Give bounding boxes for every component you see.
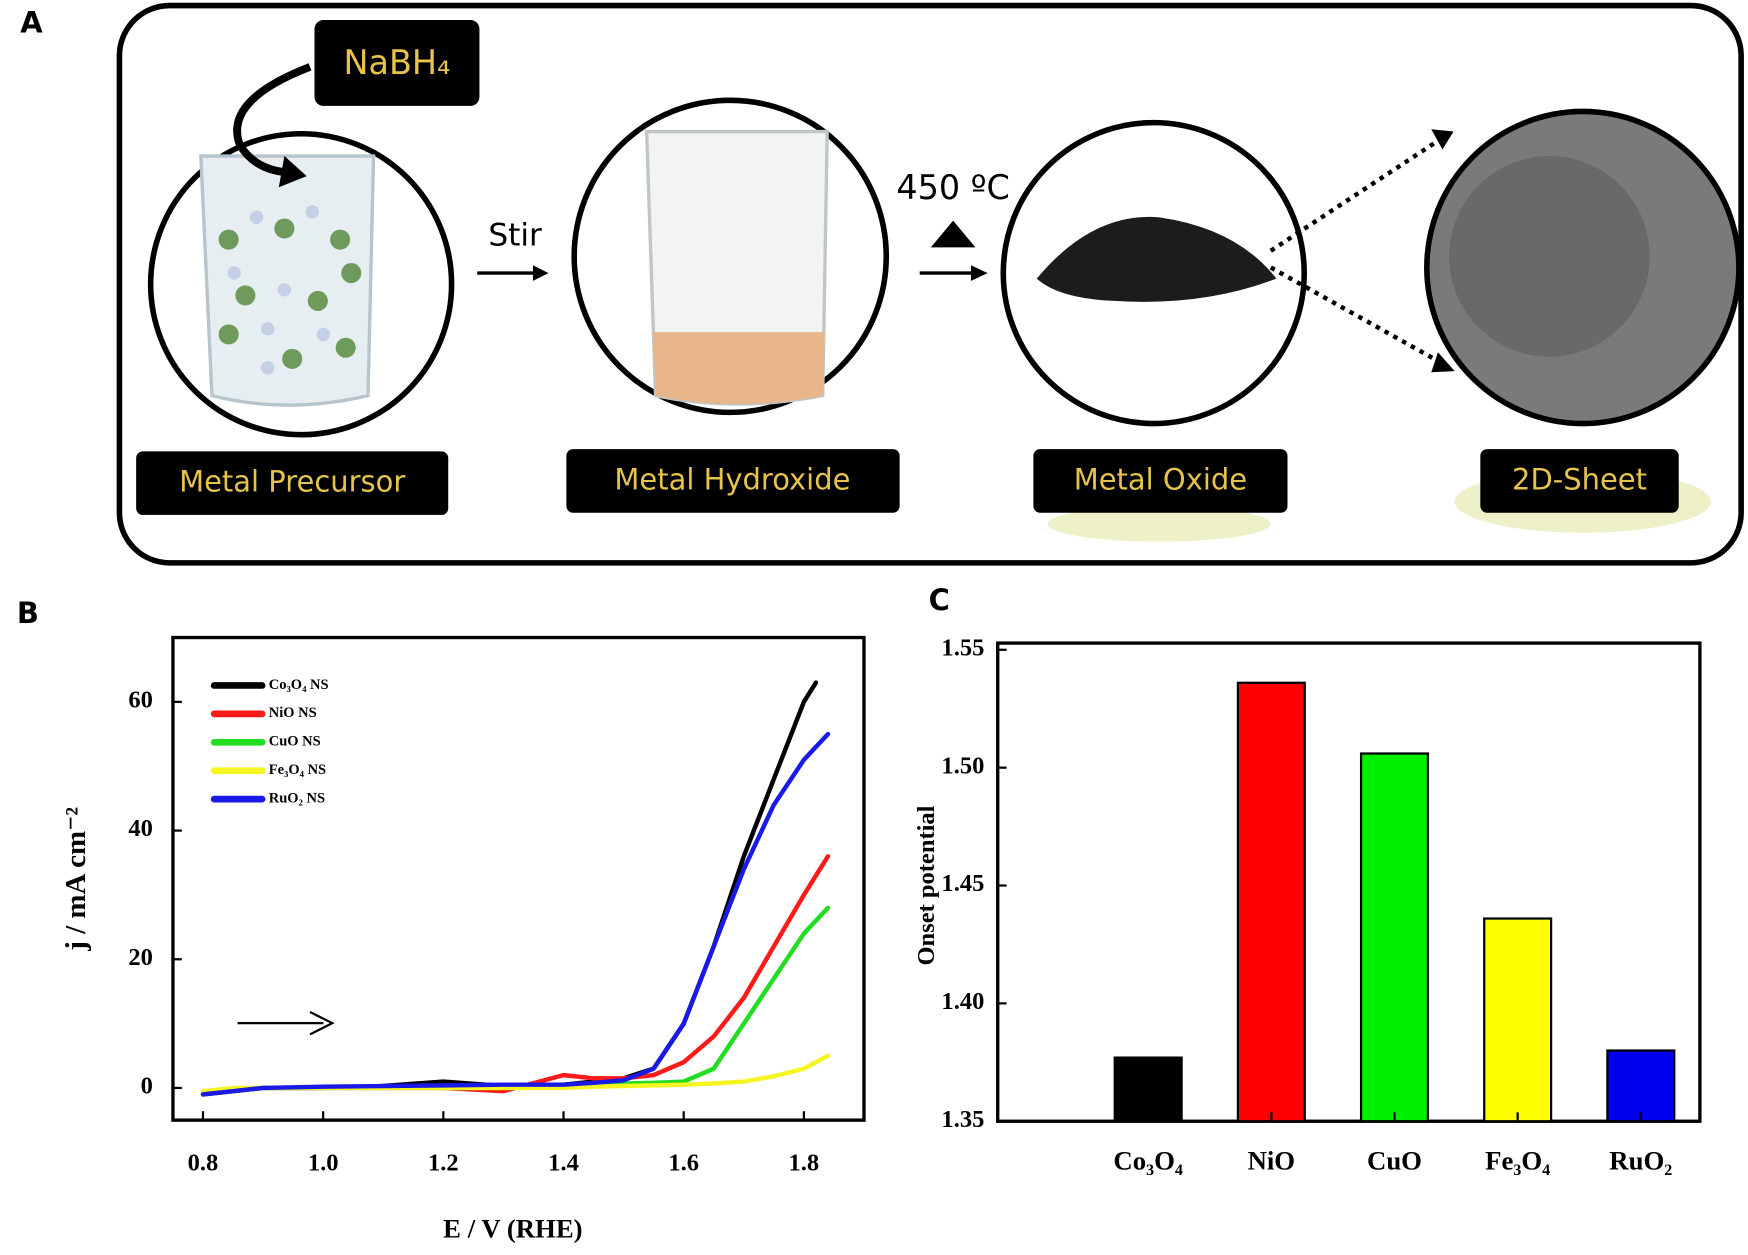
y-tick-label: 1.35 [941, 1106, 984, 1133]
arrow-head [970, 265, 988, 281]
step-label: Stir [488, 217, 542, 253]
heat-symbol [930, 220, 976, 248]
y-tick-label: 1.45 [941, 870, 984, 897]
x-tick-label: Fe₃O₄ [1485, 1146, 1550, 1176]
legend-label: Co₃O₄ NS [269, 677, 329, 693]
sheet-circle [1424, 108, 1742, 427]
bar [1483, 917, 1553, 1123]
arrow-head [1431, 352, 1455, 373]
x-tick-label: 1.2 [428, 1149, 459, 1176]
x-tick-label: 1.8 [789, 1149, 820, 1176]
stage-label: Metal Hydroxide [614, 462, 850, 496]
arrow [233, 63, 312, 177]
bar [1236, 681, 1306, 1123]
x-tick-label: RuO₂ [1609, 1146, 1672, 1176]
bar [1606, 1049, 1676, 1123]
x-tick-label: NiO [1248, 1146, 1296, 1176]
beaker-1 [147, 130, 455, 438]
y-tick-label: 1.50 [941, 752, 984, 779]
panel-label: C [929, 583, 950, 617]
y-tick-label: 60 [128, 687, 153, 714]
y-axis-label: j / mA cm⁻² [60, 807, 92, 952]
arrow-head [278, 156, 307, 188]
y-tick-label: 0 [141, 1073, 153, 1100]
bar [1113, 1056, 1183, 1123]
bar [1359, 752, 1430, 1123]
shadow [1047, 506, 1271, 542]
reagent-box [314, 20, 480, 106]
arrow-head [1431, 129, 1454, 150]
stage-label: 2D-Sheet [1512, 462, 1647, 496]
x-tick-label: 1.0 [308, 1149, 339, 1176]
legend-label: NiO NS [269, 705, 317, 721]
frame [116, 2, 1744, 566]
y-axis-label: Onset potential [913, 805, 940, 965]
x-tick-label: Co₃O₄ [1113, 1146, 1183, 1176]
plot-frame [996, 641, 1702, 1123]
x-tick-label: 1.6 [668, 1149, 699, 1176]
plot-frame [171, 635, 866, 1122]
dotted-arrow [1269, 137, 1442, 253]
legend-label: RuO₂ NS [269, 790, 325, 806]
reagent: NaBH₄ [343, 43, 450, 82]
stage-box [136, 451, 449, 515]
series-line [200, 731, 831, 1097]
panel-label: B [17, 596, 39, 630]
step-label: 450 ºC [896, 168, 1010, 207]
x-tick-label: CuO [1367, 1146, 1422, 1176]
x-tick-label: 0.8 [188, 1149, 219, 1176]
arrow-head [532, 265, 549, 281]
y-tick-label: 20 [128, 944, 153, 971]
panel-label: A [20, 6, 43, 40]
beaker-2 [571, 97, 890, 416]
x-axis-label: E / V (RHE) [443, 1214, 582, 1244]
y-tick-label: 1.55 [941, 634, 984, 661]
y-tick-label: 1.40 [941, 988, 984, 1015]
scan-arrow-head [309, 1011, 335, 1036]
dotted-arrow [1269, 265, 1442, 365]
series-line [200, 905, 831, 1097]
legend-label: Fe₃O₄ NS [269, 762, 326, 778]
x-tick-label: 1.4 [548, 1149, 579, 1176]
y-tick-label: 40 [128, 815, 153, 842]
stage-box [566, 449, 900, 513]
stage-label: Metal Precursor [179, 465, 405, 499]
stage-box [1480, 449, 1679, 513]
legend-label: CuO NS [269, 734, 321, 750]
stage-label: Metal Oxide [1074, 462, 1247, 496]
powder-circle [1000, 119, 1308, 427]
stage-box [1033, 449, 1288, 513]
